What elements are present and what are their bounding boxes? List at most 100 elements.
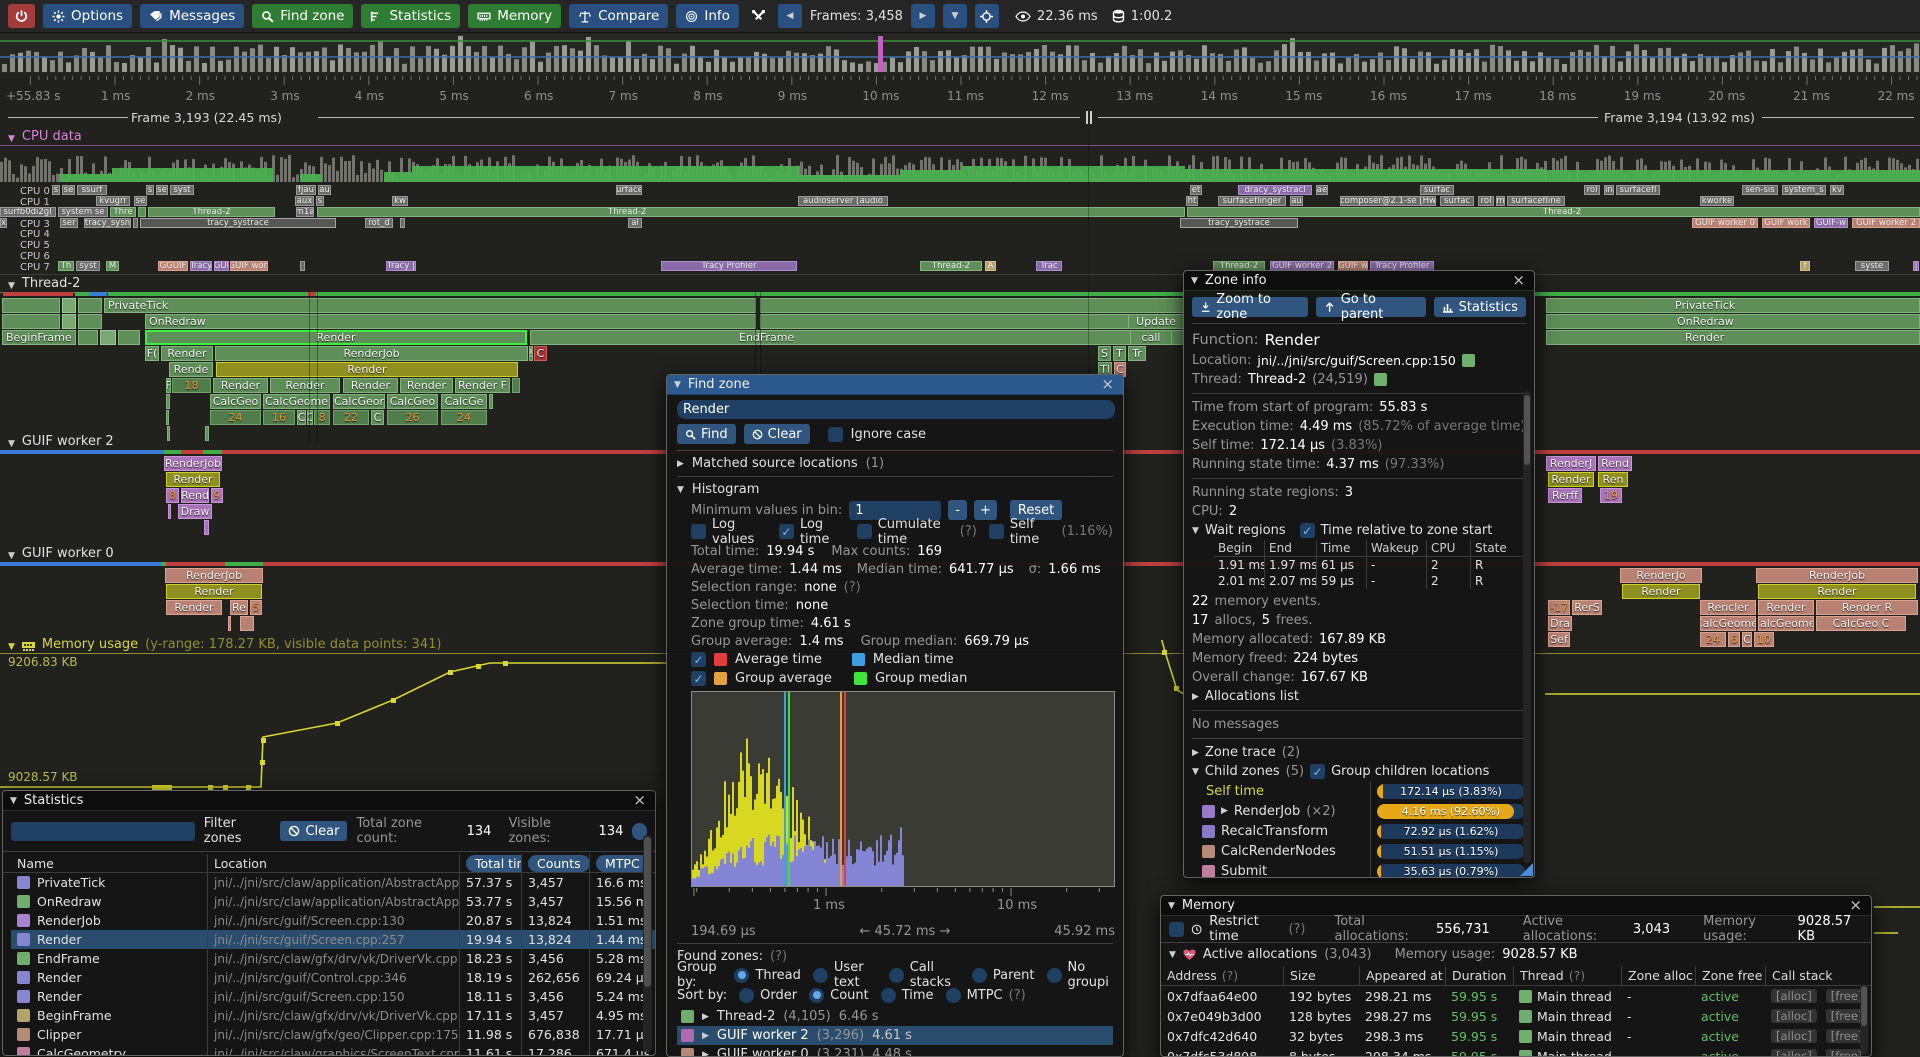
cpu-zone[interactable]: surfacefl — [1616, 185, 1660, 195]
collapse-icon[interactable]: ▼ — [8, 281, 15, 291]
child-time-bar[interactable]: 4.16 ms (92.60%) — [1377, 803, 1525, 819]
timeline-zone[interactable]: 24 — [1700, 632, 1726, 647]
collapse-icon[interactable]: ▼ — [1168, 900, 1175, 911]
log-values-checkbox[interactable] — [691, 524, 706, 539]
wait-region-row[interactable]: 1.91 ms 1.97 ms 61 µs -2 R — [1214, 557, 1526, 573]
timeline-zone[interactable]: Dra — [1548, 616, 1572, 631]
cpu-zone[interactable]: Trac — [1036, 261, 1062, 271]
table-row[interactable]: BeginFrame jni/../jni/src/claw/gfx/drv/vk… — [11, 1006, 655, 1025]
timeline-zone[interactable]: 18 — [172, 378, 211, 393]
timeline-zone[interactable] — [78, 314, 102, 329]
min-bin-input[interactable]: 1 — [849, 500, 942, 520]
timeline-zone[interactable]: RenderJ — [1546, 456, 1596, 471]
cpu-zone[interactable]: Thre — [110, 207, 136, 217]
find-button[interactable]: Find — [677, 424, 736, 444]
timeline-zone[interactable] — [166, 410, 169, 425]
cpu-zone[interactable]: au — [318, 185, 331, 195]
cpu-zone[interactable]: Th — [58, 261, 74, 271]
call-stack-button[interactable]: [free] — [1825, 989, 1861, 1003]
cpu-zone[interactable]: se — [134, 196, 147, 206]
cpu-zone[interactable]: GUIF worker 0 — [1692, 218, 1758, 228]
cpu-zone[interactable] — [300, 261, 305, 271]
timeline-zone[interactable]: CalcGeo — [387, 394, 438, 409]
timeline-zone[interactable]: PrivateTick — [1546, 298, 1920, 313]
cpu-zone[interactable]: A — [985, 261, 996, 271]
zone-trace-row[interactable]: ▶ Zone trace (2) — [1192, 745, 1301, 760]
sort-by-radio-time[interactable] — [880, 987, 896, 1003]
cpu-zone[interactable]: surfb0di2g( — [0, 207, 56, 217]
group-children-checkbox[interactable]: ✓ — [1310, 764, 1326, 779]
timeline-zone[interactable]: ! — [529, 346, 533, 361]
col-location[interactable]: Location — [207, 854, 459, 872]
cpu-zone[interactable]: GUIF worl — [230, 261, 268, 271]
table-row[interactable]: EndFrame jni/../jni/src/claw/gfx/drv/vk/D… — [11, 949, 655, 968]
alloc-col-appeared-at[interactable]: Appeared at — [1359, 966, 1445, 985]
timeline-zone[interactable]: S — [1098, 346, 1111, 361]
allocation-row[interactable]: 0x7dfaa64e00 192 bytes 298.21 ms 59.95 s Mai… — [1161, 986, 1871, 1006]
group-by-radio-user-text[interactable] — [812, 967, 828, 983]
filter-input[interactable] — [11, 821, 195, 841]
cpu-zone[interactable]: system_s — [1782, 185, 1826, 195]
allocation-row[interactable]: 0x7e049b3d00 128 bytes 298.27 ms 59.95 s Mai… — [1161, 1006, 1871, 1026]
timeline-zone[interactable]: Rend — [181, 488, 209, 503]
table-row[interactable]: PrivateTick jni/../jni/src/claw/applicati… — [11, 873, 655, 892]
sort-by-radio-mtpc[interactable] — [945, 987, 961, 1003]
memory-titlebar[interactable]: ▼ Memory × — [1161, 896, 1871, 916]
cpu-zone[interactable]: syst — [76, 261, 100, 271]
timeline-zone[interactable]: RerS — [1572, 600, 1602, 615]
scrollbar-thumb[interactable] — [1861, 986, 1867, 1026]
close-icon[interactable]: × — [1849, 896, 1862, 914]
close-icon[interactable]: × — [1101, 375, 1114, 393]
timeline-zone[interactable]: Render F — [455, 378, 510, 393]
cpu-zone[interactable] — [400, 218, 405, 228]
frame-filter-button[interactable]: ▼ — [942, 4, 967, 28]
timeline-zone[interactable]: OnRedraw — [1546, 314, 1920, 329]
clear-filter-button[interactable]: Clear — [280, 821, 348, 841]
cpu-zone[interactable]: Tracy | — [386, 261, 416, 271]
power-button[interactable] — [8, 4, 35, 28]
timeline-zone[interactable]: Draw — [178, 504, 212, 519]
source-color-swatch[interactable] — [1461, 354, 1475, 367]
timeline-zone[interactable]: C — [307, 410, 313, 425]
collapse-icon[interactable]: ▼ — [8, 439, 15, 449]
prev-frame-button[interactable]: ◀ — [777, 4, 802, 28]
call-stack-button[interactable]: [free] — [1825, 1009, 1861, 1023]
decrease-bin-button[interactable]: - — [948, 500, 967, 520]
timeline-zone[interactable]: Render — [213, 378, 268, 393]
timeline-zone[interactable]: CalcGeo C — [1816, 616, 1906, 631]
cpu-zone[interactable]: Thread-2 — [1187, 207, 1920, 217]
expand-icon[interactable]: ▶ — [1221, 806, 1228, 816]
cpu-zone[interactable]: system se — [58, 207, 108, 217]
timeline-zone[interactable]: 10 — [1754, 632, 1774, 647]
cpu-zone[interactable]: | — [1913, 261, 1919, 271]
timeline-zone[interactable]: RenderJob — [165, 568, 263, 583]
timeline-zone[interactable]: OnRedraw — [145, 314, 756, 329]
cpu-zone[interactable] — [133, 218, 138, 228]
timeline-zone[interactable]: 8 — [166, 488, 179, 503]
cpu-zone[interactable]: Thread-2 — [148, 207, 275, 217]
cpu-zone[interactable]: fjau — [296, 185, 316, 195]
cpu-zone[interactable]: se — [62, 185, 75, 195]
timeline-zone[interactable]: RenderJo — [1620, 568, 1702, 583]
timeline-zone[interactable]: Rend — [1598, 456, 1632, 471]
frame-labels-row[interactable]: Frame 3,193 (22.45 ms) Frame 3,194 (13.92… — [0, 108, 1920, 128]
child-zone-row[interactable]: CalcRenderNodes 51.51 µs (1.15%) — [1192, 841, 1526, 861]
timeline-zone[interactable]: call — [1130, 330, 1172, 345]
call-stack-button[interactable]: [alloc] — [1771, 1049, 1817, 1056]
timeline-zone[interactable] — [62, 298, 76, 313]
timeline-zone[interactable] — [512, 378, 520, 393]
child-zone-row[interactable]: Submit 35.63 µs (0.79%) — [1192, 861, 1526, 877]
find-zone-histogram[interactable] — [691, 691, 1115, 887]
timeline-zone[interactable]: 6 — [1728, 632, 1740, 647]
timeline-zone[interactable]: 5 — [250, 600, 262, 615]
expand-icon[interactable]: ▶ — [702, 1011, 709, 1022]
cpu-zone[interactable]: GUIF worker 2 — [1852, 218, 1920, 228]
cpu-zone[interactable]: aux — [295, 196, 314, 206]
timeline-zone[interactable]: C — [534, 346, 547, 361]
ignore-case-checkbox[interactable] — [827, 426, 843, 442]
options-button[interactable]: Options — [43, 4, 133, 28]
table-row[interactable]: CalcGeometry jni/../jni/src/claw/graphics… — [11, 1044, 655, 1055]
timeline-zone[interactable]: CalcGeor — [333, 394, 385, 409]
cpu-zone[interactable]: se — [156, 185, 168, 195]
timeline-zone[interactable]: Render — [166, 600, 222, 615]
